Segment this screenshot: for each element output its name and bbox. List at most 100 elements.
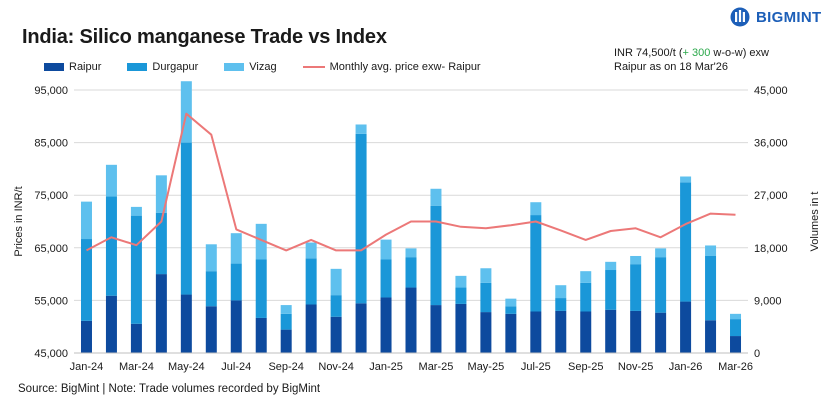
legend-item-raipur: Raipur — [44, 61, 101, 73]
bar-vizag — [580, 271, 592, 283]
bar-durgapur — [680, 182, 692, 302]
x-tick-label: May-25 — [468, 361, 505, 373]
bar-raipur — [505, 313, 517, 353]
bar-durgapur — [255, 259, 267, 318]
bar-raipur — [730, 336, 742, 353]
legend-swatch-durgapur — [127, 63, 148, 71]
bar-raipur — [330, 316, 342, 353]
bar-durgapur — [480, 282, 492, 313]
bar-durgapur — [555, 298, 567, 311]
bar-raipur — [480, 312, 492, 353]
chart-title: India: Silico manganese Trade vs Index — [22, 26, 387, 48]
x-tick-label: Jul-24 — [221, 361, 251, 373]
price-note-line2: Raipur as on 18 Mar'26 — [614, 61, 728, 73]
legend-swatch-price-line — [302, 66, 325, 68]
bar-durgapur — [505, 306, 517, 314]
bar-vizag — [205, 244, 217, 272]
price-note-change: + 300 — [682, 47, 711, 59]
bar-durgapur — [530, 215, 542, 312]
y-tick-label-right: 45,000 — [754, 85, 788, 97]
chart-legend: Raipur Durgapur Vizag Monthly avg. price… — [44, 61, 507, 73]
legend-swatch-vizag — [224, 63, 245, 71]
bar-durgapur — [80, 239, 92, 321]
bar-durgapur — [605, 270, 617, 310]
bar-vizag — [605, 261, 617, 271]
bar-vizag — [155, 175, 167, 213]
bar-vizag — [230, 233, 242, 264]
y-tick-label-left: 45,000 — [34, 348, 68, 360]
y-tick-label-right: 9,000 — [754, 295, 782, 307]
source-note: Source: BigMint | Note: Trade volumes re… — [18, 383, 321, 395]
y-tick-label-left: 65,000 — [34, 243, 68, 255]
bar-vizag — [380, 239, 392, 260]
bar-raipur — [455, 303, 467, 353]
bar-durgapur — [305, 258, 317, 305]
bar-raipur — [580, 311, 592, 353]
bar-raipur — [255, 317, 267, 353]
price-line-raipur — [86, 112, 736, 252]
bar-durgapur — [105, 196, 117, 296]
y-tick-label-left: 85,000 — [34, 138, 68, 150]
legend-label-raipur: Raipur — [69, 61, 102, 73]
bar-raipur — [630, 310, 642, 353]
y-axis-title-left: Prices in INR/t — [13, 186, 25, 256]
bar-raipur — [155, 274, 167, 353]
y-tick-label-left: 75,000 — [34, 190, 68, 202]
bar-vizag — [305, 242, 317, 259]
bar-raipur — [230, 300, 242, 353]
bar-vizag — [280, 305, 292, 314]
bar-raipur — [605, 309, 617, 353]
x-tick-label: Nov-25 — [618, 361, 653, 373]
x-tick-label: Sep-24 — [268, 361, 303, 373]
y-tick-label-right: 0 — [754, 348, 760, 360]
bar-raipur — [180, 294, 192, 353]
brand-logo: BIGMINT — [730, 4, 821, 30]
brand-name: BIGMINT — [756, 8, 822, 26]
legend-label-vizag: Vizag — [249, 61, 277, 73]
legend-label-durgapur: Durgapur — [152, 61, 199, 73]
bar-vizag — [330, 268, 342, 296]
price-note-value: INR 74,500/t ( — [614, 47, 683, 59]
bar-raipur — [355, 303, 367, 353]
bar-vizag — [480, 268, 492, 283]
bar-durgapur — [730, 319, 742, 337]
legend-item-durgapur: Durgapur — [127, 61, 198, 73]
x-tick-label: Jan-24 — [70, 361, 104, 373]
bar-vizag — [130, 206, 142, 216]
y-tick-label-left: 55,000 — [34, 295, 68, 307]
bar-raipur — [405, 287, 417, 353]
bar-raipur — [105, 295, 117, 353]
bar-raipur — [555, 310, 567, 353]
x-tick-label: Mar-24 — [119, 361, 154, 373]
price-note-line1: INR 74,500/t (+ 300 w-o-w) exw — [614, 46, 769, 60]
bar-durgapur — [580, 282, 592, 312]
bar-raipur — [280, 329, 292, 353]
bar-vizag — [730, 313, 742, 320]
x-tick-label: Nov-24 — [318, 361, 353, 373]
bar-vizag — [105, 164, 117, 197]
x-tick-label: Jul-25 — [521, 361, 551, 373]
legend-swatch-raipur — [44, 63, 64, 71]
y-tick-label-right: 36,000 — [754, 138, 788, 150]
bar-durgapur — [430, 205, 442, 306]
bar-raipur — [205, 306, 217, 353]
bar-raipur — [380, 297, 392, 353]
x-tick-label: Mar-26 — [718, 361, 753, 373]
bar-vizag — [355, 124, 367, 134]
bar-durgapur — [630, 264, 642, 311]
bar-raipur — [530, 311, 542, 353]
bar-raipur — [305, 304, 317, 353]
y-axis-title-right: Volumes in t — [809, 192, 821, 252]
bar-durgapur — [455, 287, 467, 304]
x-tick-label: Jan-26 — [669, 361, 703, 373]
bar-raipur — [430, 305, 442, 353]
bar-raipur — [680, 301, 692, 353]
bar-durgapur — [280, 313, 292, 330]
bar-durgapur — [380, 259, 392, 298]
bar-vizag — [705, 245, 717, 256]
bar-durgapur — [655, 257, 667, 313]
bar-durgapur — [705, 255, 717, 321]
bar-vizag — [630, 255, 642, 265]
price-note-suffix: w-o-w) exw — [710, 47, 769, 59]
